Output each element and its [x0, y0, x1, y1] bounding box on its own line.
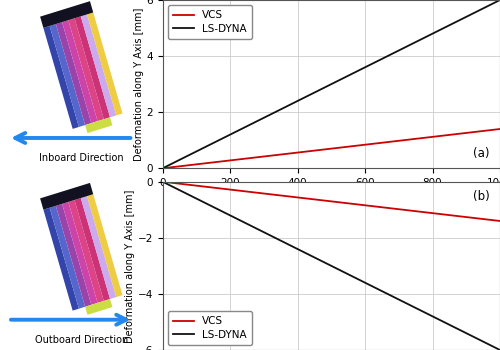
Legend: VCS, LS-DYNA: VCS, LS-DYNA — [168, 311, 252, 345]
Polygon shape — [62, 202, 98, 305]
Polygon shape — [74, 198, 110, 301]
Polygon shape — [85, 117, 112, 133]
Text: Outboard Direction: Outboard Direction — [34, 335, 128, 345]
Polygon shape — [81, 14, 116, 117]
Polygon shape — [85, 299, 112, 315]
Legend: VCS, LS-DYNA: VCS, LS-DYNA — [168, 5, 252, 39]
Y-axis label: Deformation along Y Axis [mm]: Deformation along Y Axis [mm] — [125, 189, 135, 343]
Polygon shape — [44, 26, 79, 129]
Polygon shape — [44, 208, 79, 310]
Text: (b): (b) — [473, 190, 490, 203]
Polygon shape — [87, 13, 122, 116]
Polygon shape — [62, 20, 98, 123]
Polygon shape — [40, 1, 93, 28]
Polygon shape — [68, 18, 104, 121]
Text: (a): (a) — [474, 147, 490, 160]
Polygon shape — [40, 183, 93, 210]
Polygon shape — [74, 16, 110, 119]
Text: Inboard Direction: Inboard Direction — [39, 153, 123, 163]
Y-axis label: Deformation along Y Axis [mm]: Deformation along Y Axis [mm] — [134, 7, 143, 161]
Polygon shape — [87, 194, 122, 297]
Polygon shape — [50, 24, 85, 127]
Polygon shape — [56, 22, 92, 125]
Polygon shape — [81, 196, 116, 299]
Polygon shape — [50, 206, 85, 309]
Polygon shape — [56, 204, 92, 307]
Polygon shape — [68, 200, 104, 303]
